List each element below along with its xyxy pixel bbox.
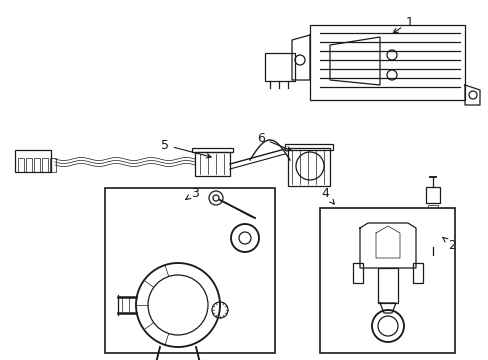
Bar — [50, 158, 56, 172]
Bar — [377, 268, 397, 303]
Text: 1: 1 — [392, 15, 413, 33]
Bar — [192, 148, 232, 152]
Text: 4: 4 — [321, 186, 333, 204]
Text: 5: 5 — [161, 139, 211, 158]
Bar — [427, 235, 437, 239]
Bar — [26, 158, 32, 172]
Bar — [427, 211, 437, 215]
Bar — [427, 205, 437, 209]
Bar — [352, 263, 362, 283]
Bar — [427, 241, 437, 245]
Text: 3: 3 — [185, 186, 199, 199]
Bar — [427, 223, 437, 227]
Bar — [105, 188, 274, 353]
Bar — [287, 148, 329, 186]
Bar — [15, 150, 51, 172]
Bar — [319, 208, 454, 353]
Text: 2: 2 — [442, 237, 455, 252]
Text: 6: 6 — [257, 131, 291, 151]
Bar — [309, 25, 464, 100]
Bar — [42, 158, 48, 172]
Bar — [264, 53, 294, 81]
Bar — [195, 152, 229, 176]
Bar — [18, 158, 24, 172]
Bar — [427, 217, 437, 221]
Bar — [425, 187, 439, 203]
Bar — [34, 158, 40, 172]
Bar — [412, 263, 422, 283]
Bar — [427, 229, 437, 233]
Bar — [285, 144, 332, 150]
